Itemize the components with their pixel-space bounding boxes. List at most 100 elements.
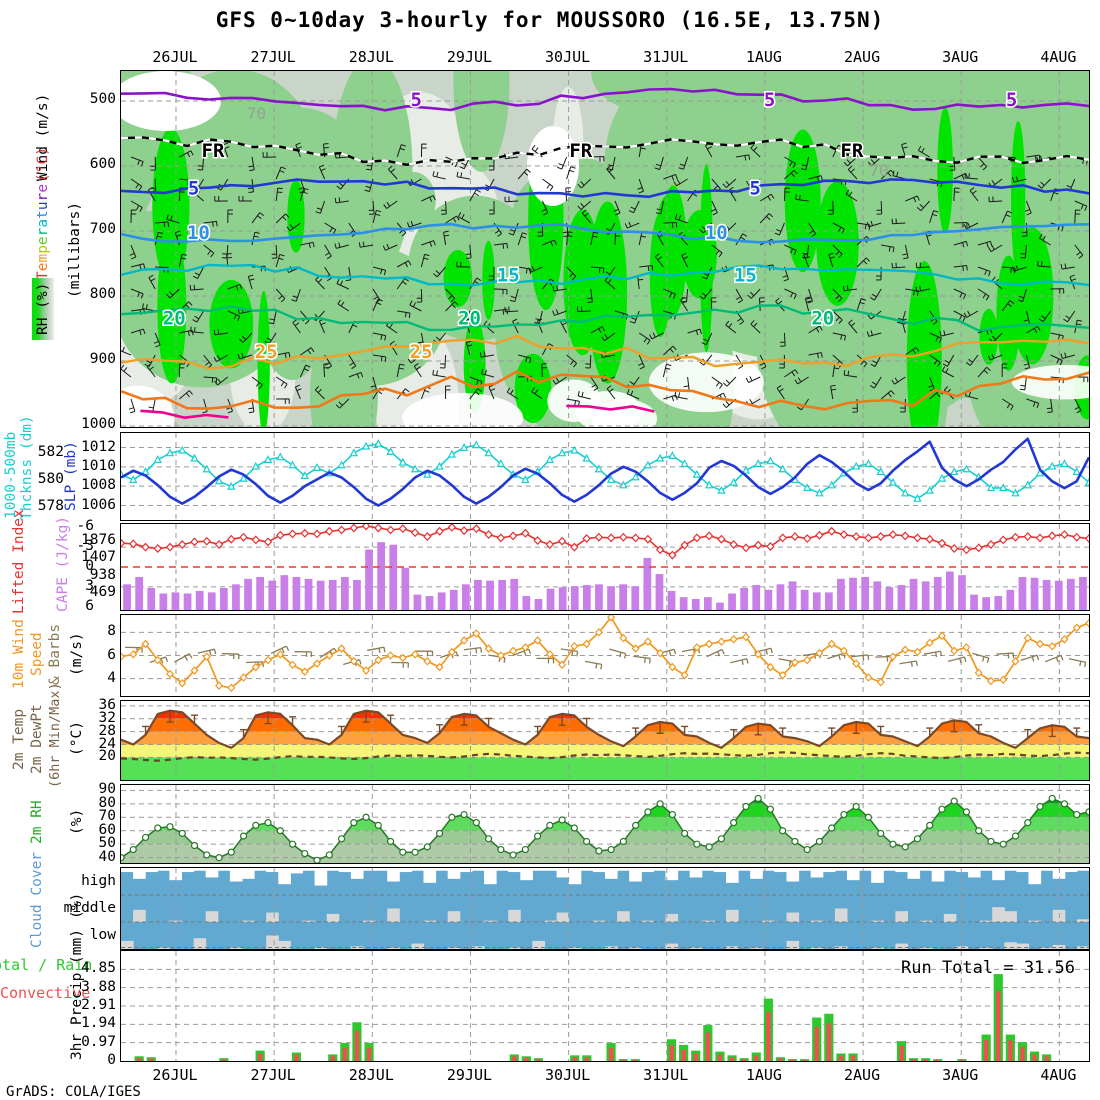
date-label: 28JUL bbox=[348, 48, 394, 66]
tick-label: 2.91 bbox=[81, 997, 116, 1013]
tick-label: 70 bbox=[98, 808, 116, 825]
tick-label: 800 bbox=[89, 286, 116, 302]
tick-label: 6 bbox=[85, 597, 94, 614]
wind10m-panel-canvas bbox=[121, 615, 1089, 696]
date-label: 27JUL bbox=[250, 48, 296, 66]
tick-label: 0 bbox=[85, 558, 94, 574]
rh2m-axis-label: 2m RH bbox=[29, 800, 45, 844]
svg-text:5: 5 bbox=[188, 177, 199, 199]
tick-label: 1000 bbox=[81, 416, 116, 432]
t2m-axis-label-3: (6hr Min/Max) bbox=[47, 682, 63, 788]
precip-panel: Run Total = 31.56 bbox=[120, 950, 1090, 1062]
tick-label: 1010 bbox=[81, 457, 116, 474]
date-label: 30JUL bbox=[545, 1066, 591, 1084]
tick-label: 1012 bbox=[81, 438, 116, 455]
tick-label: 580 bbox=[37, 470, 64, 487]
tick-label: 60 bbox=[98, 821, 116, 838]
date-label: 4AUG bbox=[1040, 48, 1077, 66]
temp-unit-label: (°C) bbox=[35, 147, 51, 183]
cape-lifted-index-panel-canvas bbox=[121, 524, 1089, 610]
tick-label: 8 bbox=[107, 623, 116, 640]
tick-label: 4.85 bbox=[81, 960, 116, 977]
temperature-letter: r bbox=[35, 192, 51, 202]
date-label: 31JUL bbox=[643, 1066, 689, 1084]
date-label: 31JUL bbox=[643, 48, 689, 66]
svg-text:10: 10 bbox=[187, 222, 210, 244]
wind10m-panel bbox=[120, 614, 1090, 697]
svg-text:5: 5 bbox=[764, 89, 775, 111]
slp-thickness-panel-canvas bbox=[121, 433, 1089, 520]
rh-legend-label: RH (%) bbox=[35, 282, 51, 336]
tick-label: 90 bbox=[98, 781, 116, 798]
temperature-axis-label: Temperature bbox=[35, 183, 51, 280]
tick-label: -6 bbox=[76, 518, 94, 535]
temp2m-panel bbox=[120, 700, 1090, 781]
date-label: 2AUG bbox=[844, 48, 881, 66]
temperature-letter: a bbox=[35, 218, 51, 228]
cloud-cover-panel-canvas bbox=[121, 868, 1089, 949]
temperature-letter: e bbox=[35, 236, 51, 246]
tick-label: 1876 bbox=[81, 532, 116, 549]
tick-label: 700 bbox=[89, 221, 116, 237]
tick-label: high bbox=[81, 873, 116, 889]
tick-label: middle bbox=[63, 900, 116, 916]
date-label: 27JUL bbox=[250, 1066, 296, 1084]
tick-label: 50 bbox=[98, 835, 116, 852]
svg-text:20: 20 bbox=[163, 307, 186, 329]
tick-label: 938 bbox=[89, 566, 116, 583]
t2m-axis-label-2: 2m DewPt bbox=[29, 704, 45, 774]
rh-shading-legend-swatch bbox=[32, 278, 54, 340]
svg-text:FR: FR bbox=[202, 140, 225, 162]
svg-text:15: 15 bbox=[497, 265, 520, 287]
temp2m-panel-canvas bbox=[121, 701, 1089, 780]
svg-text:FR: FR bbox=[840, 140, 863, 162]
tick-label: 1008 bbox=[81, 477, 116, 494]
svg-text:70: 70 bbox=[247, 104, 266, 123]
date-label: 28JUL bbox=[348, 1066, 394, 1084]
rh2m-panel-canvas bbox=[121, 785, 1089, 863]
svg-text:5: 5 bbox=[1006, 89, 1017, 111]
tick-label: 578 bbox=[37, 497, 64, 514]
svg-text:5: 5 bbox=[411, 89, 422, 111]
svg-text:70: 70 bbox=[869, 161, 888, 180]
precip-panel-canvas: Run Total = 31.56 bbox=[121, 951, 1089, 1061]
millibars-axis-label: (millibars) bbox=[67, 201, 83, 299]
date-label: 29JUL bbox=[446, 48, 493, 66]
tick-label: 1407 bbox=[81, 549, 116, 566]
tick-label: 0 bbox=[107, 1052, 116, 1068]
t2m-axis-label-1: 2m Temp bbox=[11, 708, 27, 770]
wind10-axis-label-2: Speed bbox=[29, 632, 45, 676]
upper-air-panel: 5 5 5 FR FR FR 5 5 10 10 15 15 20 20 20 25 25 70 70 bbox=[120, 70, 1090, 428]
temperature-letter: e bbox=[35, 183, 51, 193]
tick-label: -3 bbox=[76, 538, 94, 555]
rh2m-panel bbox=[120, 784, 1090, 864]
date-label: 30JUL bbox=[545, 48, 591, 66]
tick-label: 32 bbox=[98, 709, 116, 726]
wind10-axis-label-1: 10m Wind bbox=[11, 619, 27, 689]
date-label: 29JUL bbox=[446, 1066, 493, 1084]
tick-label: 582 bbox=[37, 444, 64, 461]
thickness-axis-label-1: 1000-500mb bbox=[3, 431, 19, 519]
temperature-letter: p bbox=[35, 245, 51, 254]
svg-text:20: 20 bbox=[811, 307, 834, 329]
date-label: 26JUL bbox=[152, 48, 198, 66]
tick-label: 1006 bbox=[81, 496, 116, 513]
svg-text:25: 25 bbox=[410, 341, 433, 363]
tick-label: 469 bbox=[89, 583, 116, 600]
thickness-axis-label-2: Thcknss (dm) bbox=[19, 415, 35, 520]
tick-label: 20 bbox=[98, 748, 116, 765]
date-label: 4AUG bbox=[1040, 1066, 1077, 1084]
temperature-letter: m bbox=[35, 253, 51, 263]
temperature-letter: e bbox=[35, 262, 51, 272]
tick-label: 28 bbox=[98, 722, 116, 739]
tick-label: 3.88 bbox=[81, 978, 116, 995]
tick-label: 600 bbox=[89, 156, 116, 172]
svg-text:15: 15 bbox=[734, 265, 757, 287]
grads-credit: GrADS: COLA/IGES bbox=[6, 1084, 141, 1100]
svg-text:20: 20 bbox=[458, 307, 481, 329]
svg-text:FR: FR bbox=[569, 140, 592, 162]
precip-total-rain-label: Total / Rain bbox=[0, 956, 93, 974]
date-label: 1AUG bbox=[745, 48, 782, 66]
